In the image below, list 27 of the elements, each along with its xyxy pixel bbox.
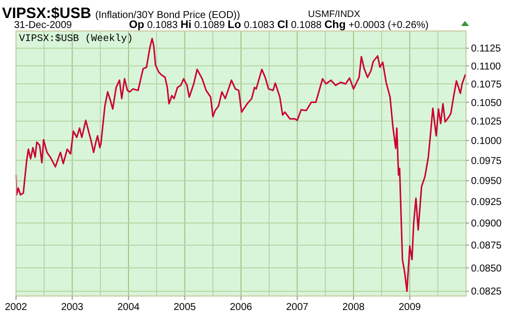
y-tick-label: 0.0900 xyxy=(471,218,502,230)
y-tick-label: 0.0850 xyxy=(471,263,502,274)
chart-title: VIPSX:$USB xyxy=(2,5,92,22)
y-tick-label: 0.0875 xyxy=(471,240,502,252)
x-tick-label: 2006 xyxy=(230,302,253,313)
x-tick-label: 2009 xyxy=(398,302,422,313)
y-tick-label: 0.0950 xyxy=(471,176,502,188)
text: 31-Dec-2009 xyxy=(14,20,72,31)
x-tick-label: 2005 xyxy=(174,302,196,313)
x-tick-label: 2002 xyxy=(4,302,28,313)
text: Op 0.1083 Hi 0.1089 Lo 0.1083 Cl 0.1088 Chg +0.0003 (+0.26%) xyxy=(129,19,429,31)
y-tick-label: 0.0825 xyxy=(471,286,502,298)
y-tick-label: 0.1000 xyxy=(471,136,502,148)
text: USMF/INDX xyxy=(308,9,361,20)
x-tick-label: 2004 xyxy=(117,302,140,313)
y-tick-label: 0.0925 xyxy=(471,197,502,208)
y-tick-label: 0.1050 xyxy=(471,98,502,109)
y-tick-label: 0.0975 xyxy=(471,156,502,167)
annotation: VIPSX:$USB (Weekly) xyxy=(19,33,134,45)
x-tick-label: 2003 xyxy=(61,302,84,313)
x-tick-label: 2007 xyxy=(286,302,309,313)
y-tick-label: 0.1100 xyxy=(471,61,502,72)
y-tick-label: 0.1125 xyxy=(471,44,502,55)
y-tick-label: 0.1025 xyxy=(471,116,502,128)
chart-subtitle: (Inflation/30Y Bond Price (EOD)) xyxy=(95,10,240,21)
y-tick-label: 0.1075 xyxy=(471,79,502,90)
x-tick-label: 2008 xyxy=(342,302,366,313)
